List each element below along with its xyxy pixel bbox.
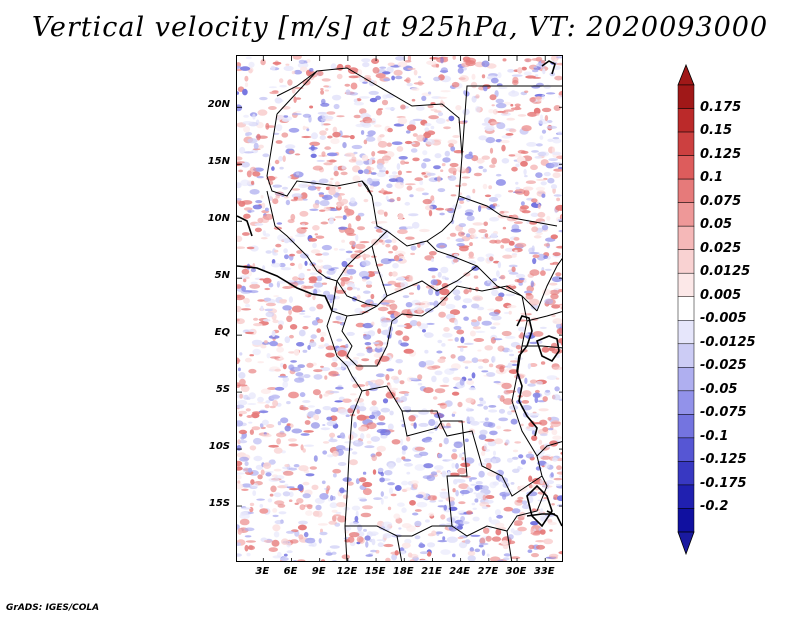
colorbar-label: 0.005 [700, 287, 742, 303]
lat-tick-label: 5N [214, 270, 230, 282]
map-svg [237, 56, 562, 561]
colorbar-label: 0.125 [700, 146, 742, 162]
colorbar-swatch [677, 131, 695, 156]
lat-tick-label: 20N [207, 99, 230, 111]
coastlines-lakes [237, 60, 562, 528]
lat-tick-label: 10S [208, 441, 230, 453]
colorbar-label: 0.0125 [700, 264, 751, 280]
lat-tick-label: 5S [215, 384, 230, 396]
colorbar-swatch [677, 343, 695, 368]
colorbar-swatch [677, 390, 695, 415]
lon-tick-label: 15E [364, 566, 386, 577]
colorbar-label: -0.05 [700, 381, 738, 397]
axis-ticks [237, 56, 562, 561]
lat-tick-label: 15N [207, 156, 230, 168]
colorbar-swatch [677, 202, 695, 227]
velocity-field [237, 56, 562, 561]
colorbar-label: 0.075 [700, 193, 742, 209]
lon-tick-label: 6E [283, 566, 298, 577]
colorbar-swatch [677, 249, 695, 274]
lon-tick-label: 33E [533, 566, 555, 577]
colorbar-swatch [677, 320, 695, 345]
colorbar-label: 0.1 [700, 170, 724, 186]
colorbar-label: -0.0125 [700, 334, 756, 350]
colorbar-label: -0.2 [700, 499, 729, 515]
colorbar-label: 0.15 [700, 123, 733, 139]
lat-tick-label: 10N [207, 213, 230, 225]
colorbar-label: 0.05 [700, 217, 733, 233]
lon-tick-label: 24E [449, 566, 470, 577]
lon-tick-label: 18E [392, 566, 414, 577]
colorbar-label: 0.025 [700, 240, 742, 256]
lon-tick-label: 27E [477, 566, 499, 577]
lon-tick-label: 21E [421, 566, 442, 577]
colorbar-swatch [677, 225, 695, 250]
colorbar-label: -0.075 [700, 405, 747, 421]
colorbar-swatch [677, 414, 695, 439]
vertical-velocity-map [236, 55, 563, 562]
colorbar-swatch [677, 437, 695, 462]
colorbar-label: -0.1 [700, 428, 729, 444]
lat-tick-label: 15S [208, 498, 230, 510]
colorbar-swatch [677, 108, 695, 133]
colorbar-label: -0.025 [700, 358, 747, 374]
colorbar-label: -0.005 [700, 311, 747, 327]
colorbar-swatch [677, 84, 695, 109]
chart-title: Vertical velocity [m/s] at 925hPa, VT: 2… [31, 12, 769, 43]
country-borders [266, 67, 562, 561]
lon-tick-label: 9E [311, 566, 326, 577]
colorbar-label: -0.125 [700, 452, 747, 468]
colorbar-label: 0.175 [700, 99, 742, 115]
colorbar-swatch [677, 178, 695, 203]
colorbar-swatch [677, 508, 695, 533]
lon-tick-label: 30E [505, 566, 527, 577]
colorbar-swatch [677, 155, 695, 180]
colorbar-bottom-arrow [677, 531, 695, 556]
colorbar-swatch [677, 296, 695, 321]
colorbar-swatch [677, 272, 695, 297]
colorbar-swatch [677, 367, 695, 392]
credit-text: GrADS: IGES/COLA [6, 603, 100, 613]
colorbar-swatch [677, 461, 695, 486]
lat-tick-label: EQ [214, 327, 230, 339]
colorbar-swatch [677, 484, 695, 509]
colorbar-label: -0.175 [700, 475, 747, 491]
lon-tick-label: 3E [255, 566, 270, 577]
lon-tick-label: 12E [336, 566, 358, 577]
colorbar-svg [677, 63, 695, 556]
colorbar-top-arrow [677, 63, 695, 86]
